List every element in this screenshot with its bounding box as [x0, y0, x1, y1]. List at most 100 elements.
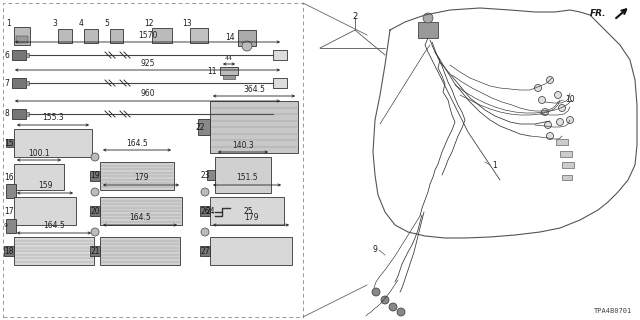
- Text: 11: 11: [207, 67, 217, 76]
- Bar: [14, 129, 92, 157]
- Text: 24: 24: [205, 207, 215, 217]
- Bar: [26, 112, 29, 116]
- Text: 159: 159: [38, 181, 52, 190]
- Bar: [152, 28, 172, 43]
- Bar: [100, 197, 182, 225]
- Text: 2: 2: [353, 12, 358, 21]
- Text: 44: 44: [225, 57, 233, 61]
- Text: 151.5: 151.5: [236, 173, 258, 182]
- Bar: [273, 50, 287, 60]
- Circle shape: [566, 116, 573, 124]
- Bar: [90, 206, 100, 216]
- Text: 9: 9: [372, 245, 377, 254]
- Circle shape: [242, 41, 252, 51]
- Bar: [100, 162, 174, 190]
- Bar: [6, 184, 16, 198]
- Text: 23: 23: [200, 171, 210, 180]
- Bar: [12, 109, 26, 119]
- Text: 164.5: 164.5: [43, 221, 65, 230]
- Text: 27: 27: [200, 246, 210, 255]
- Bar: [26, 81, 29, 85]
- Text: 179: 179: [244, 213, 259, 222]
- Bar: [4, 246, 14, 256]
- Bar: [198, 119, 210, 135]
- Bar: [562, 162, 574, 168]
- Bar: [26, 53, 29, 57]
- Bar: [14, 237, 94, 265]
- Bar: [14, 164, 64, 190]
- Text: 19: 19: [90, 172, 100, 180]
- Text: 8: 8: [4, 109, 10, 118]
- Text: 26: 26: [200, 206, 210, 215]
- Bar: [12, 78, 26, 88]
- Text: 15: 15: [4, 139, 14, 148]
- Bar: [560, 151, 572, 157]
- Text: 140.3: 140.3: [232, 140, 254, 149]
- Circle shape: [559, 105, 566, 111]
- Text: 164.5: 164.5: [126, 139, 148, 148]
- Text: 364.5: 364.5: [243, 84, 265, 93]
- Circle shape: [201, 228, 209, 236]
- Text: 10: 10: [565, 95, 575, 105]
- Circle shape: [545, 122, 552, 129]
- Text: TPA4B0701: TPA4B0701: [594, 308, 632, 314]
- Circle shape: [381, 296, 389, 304]
- Circle shape: [423, 13, 433, 23]
- Bar: [273, 109, 287, 119]
- Text: 1: 1: [492, 161, 497, 170]
- Circle shape: [91, 188, 99, 196]
- Text: FR.: FR.: [589, 9, 606, 18]
- Bar: [16, 36, 28, 43]
- Bar: [210, 101, 298, 153]
- Circle shape: [91, 153, 99, 161]
- Bar: [90, 246, 100, 256]
- Text: 164.5: 164.5: [129, 213, 151, 222]
- Text: 6: 6: [4, 51, 10, 60]
- Bar: [273, 78, 287, 88]
- Text: 9: 9: [4, 223, 8, 228]
- Text: 1: 1: [6, 20, 12, 28]
- Text: 1570: 1570: [138, 30, 157, 39]
- Circle shape: [201, 188, 209, 196]
- Bar: [238, 30, 256, 46]
- Bar: [3, 3, 303, 317]
- Text: 3: 3: [52, 20, 58, 28]
- Text: 925: 925: [140, 59, 155, 68]
- Circle shape: [538, 97, 545, 103]
- Text: 5: 5: [104, 20, 109, 28]
- Text: 22: 22: [195, 123, 205, 132]
- Circle shape: [534, 84, 541, 92]
- Circle shape: [547, 132, 554, 140]
- Bar: [253, 207, 265, 217]
- Circle shape: [557, 118, 563, 125]
- Bar: [220, 67, 238, 75]
- Circle shape: [547, 76, 554, 84]
- Bar: [562, 175, 572, 180]
- Text: 20: 20: [90, 206, 100, 215]
- Bar: [6, 219, 16, 233]
- Bar: [14, 27, 30, 45]
- Text: 960: 960: [140, 90, 155, 99]
- Bar: [58, 29, 72, 43]
- Bar: [556, 139, 568, 145]
- Bar: [90, 171, 100, 181]
- Circle shape: [541, 108, 548, 116]
- Text: 4: 4: [79, 20, 83, 28]
- Circle shape: [397, 308, 405, 316]
- Bar: [12, 50, 26, 60]
- Bar: [418, 22, 438, 38]
- Text: 155.3: 155.3: [42, 114, 64, 123]
- Bar: [210, 197, 284, 225]
- Text: 14: 14: [225, 34, 235, 43]
- Text: 16: 16: [4, 172, 14, 181]
- Text: 18: 18: [4, 246, 13, 255]
- Bar: [215, 157, 271, 193]
- Text: 21: 21: [90, 246, 100, 255]
- Text: 7: 7: [4, 78, 10, 87]
- Text: 25: 25: [243, 207, 253, 217]
- Bar: [100, 237, 180, 265]
- Text: 100.1: 100.1: [28, 148, 50, 157]
- Circle shape: [372, 288, 380, 296]
- Bar: [14, 197, 76, 225]
- Bar: [6, 139, 14, 147]
